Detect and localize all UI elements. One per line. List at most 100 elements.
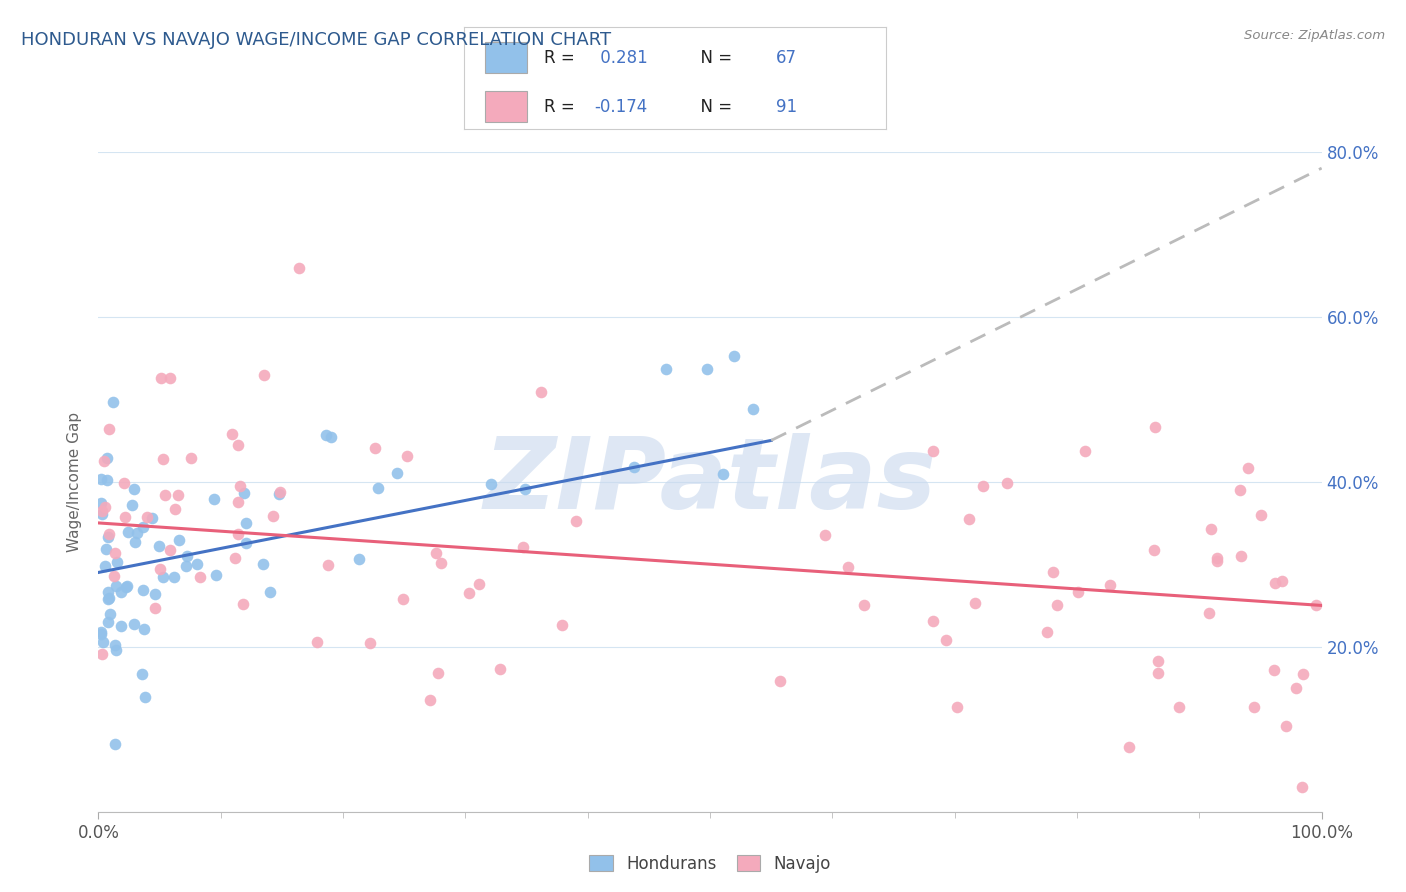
- Point: [97, 530, 120, 544]
- Point: [1206, 550, 1229, 565]
- Point: [426, 666, 449, 681]
- Point: [226, 495, 249, 509]
- Point: [946, 700, 969, 714]
- Point: [163, 502, 186, 516]
- Point: [1264, 575, 1286, 590]
- Point: [489, 662, 512, 676]
- Text: 91: 91: [776, 98, 797, 116]
- Point: [90, 507, 112, 521]
- Point: [105, 642, 128, 657]
- Point: [696, 362, 718, 376]
- Point: [124, 482, 146, 496]
- Point: [124, 535, 146, 549]
- Point: [97, 592, 120, 607]
- Y-axis label: Wage/Income Gap: Wage/Income Gap: [67, 411, 83, 552]
- Point: [963, 596, 986, 610]
- Point: [186, 557, 208, 571]
- Point: [468, 577, 491, 591]
- Point: [152, 452, 174, 467]
- Point: [252, 558, 274, 572]
- Point: [269, 487, 291, 501]
- Point: [232, 486, 254, 500]
- Text: 67: 67: [776, 48, 797, 67]
- Point: [972, 479, 994, 493]
- Point: [145, 600, 167, 615]
- Point: [115, 579, 138, 593]
- Point: [105, 555, 128, 569]
- Point: [1305, 598, 1327, 612]
- Point: [131, 667, 153, 681]
- Text: R =: R =: [544, 98, 581, 116]
- Text: N =: N =: [690, 98, 737, 116]
- Point: [134, 622, 156, 636]
- Point: [723, 349, 745, 363]
- Point: [1168, 699, 1191, 714]
- Point: [91, 504, 114, 518]
- Point: [202, 492, 225, 507]
- Point: [101, 395, 124, 409]
- Point: [1042, 565, 1064, 579]
- Point: [153, 488, 176, 502]
- Point: [90, 625, 112, 640]
- Point: [90, 627, 112, 641]
- Point: [347, 552, 370, 566]
- Point: [922, 614, 945, 628]
- Point: [104, 638, 127, 652]
- Text: R =: R =: [544, 48, 581, 67]
- Point: [163, 570, 186, 584]
- Point: [159, 543, 181, 558]
- Point: [90, 472, 112, 486]
- Point: [1098, 577, 1121, 591]
- Point: [253, 368, 276, 382]
- Point: [121, 498, 143, 512]
- Point: [457, 586, 479, 600]
- Point: [176, 549, 198, 564]
- Point: [995, 475, 1018, 490]
- Point: [132, 582, 155, 597]
- Point: [387, 466, 409, 480]
- Point: [1263, 663, 1285, 677]
- Text: -0.174: -0.174: [595, 98, 648, 116]
- Point: [1198, 606, 1220, 620]
- Point: [97, 615, 120, 629]
- Point: [364, 441, 387, 455]
- Point: [321, 430, 343, 444]
- Point: [269, 484, 291, 499]
- Point: [205, 568, 228, 582]
- Point: [110, 619, 132, 633]
- Point: [1205, 553, 1227, 567]
- Point: [98, 422, 121, 436]
- Point: [103, 568, 125, 582]
- Point: [91, 647, 114, 661]
- Point: [122, 616, 145, 631]
- Point: [152, 570, 174, 584]
- Point: [105, 579, 128, 593]
- Point: [174, 559, 197, 574]
- Point: [713, 467, 735, 481]
- Point: [814, 528, 837, 542]
- Point: [228, 526, 250, 541]
- Point: [359, 636, 381, 650]
- Point: [655, 362, 678, 376]
- Point: [149, 562, 172, 576]
- Point: [148, 540, 170, 554]
- Point: [104, 546, 127, 560]
- Point: [367, 481, 389, 495]
- Point: [1045, 598, 1067, 612]
- Point: [430, 556, 453, 570]
- Point: [419, 693, 441, 707]
- Point: [512, 541, 534, 555]
- Text: HONDURAN VS NAVAJO WAGE/INCOME GAP CORRELATION CHART: HONDURAN VS NAVAJO WAGE/INCOME GAP CORRE…: [21, 31, 612, 49]
- Point: [136, 510, 159, 524]
- Point: [159, 371, 181, 385]
- Point: [180, 451, 202, 466]
- Point: [141, 510, 163, 524]
- Point: [132, 520, 155, 534]
- Point: [98, 607, 121, 621]
- Point: [232, 597, 254, 611]
- Point: [112, 476, 135, 491]
- Point: [853, 598, 876, 612]
- Point: [169, 533, 191, 547]
- FancyBboxPatch shape: [485, 42, 527, 73]
- Legend: Hondurans, Navajo: Hondurans, Navajo: [583, 848, 837, 880]
